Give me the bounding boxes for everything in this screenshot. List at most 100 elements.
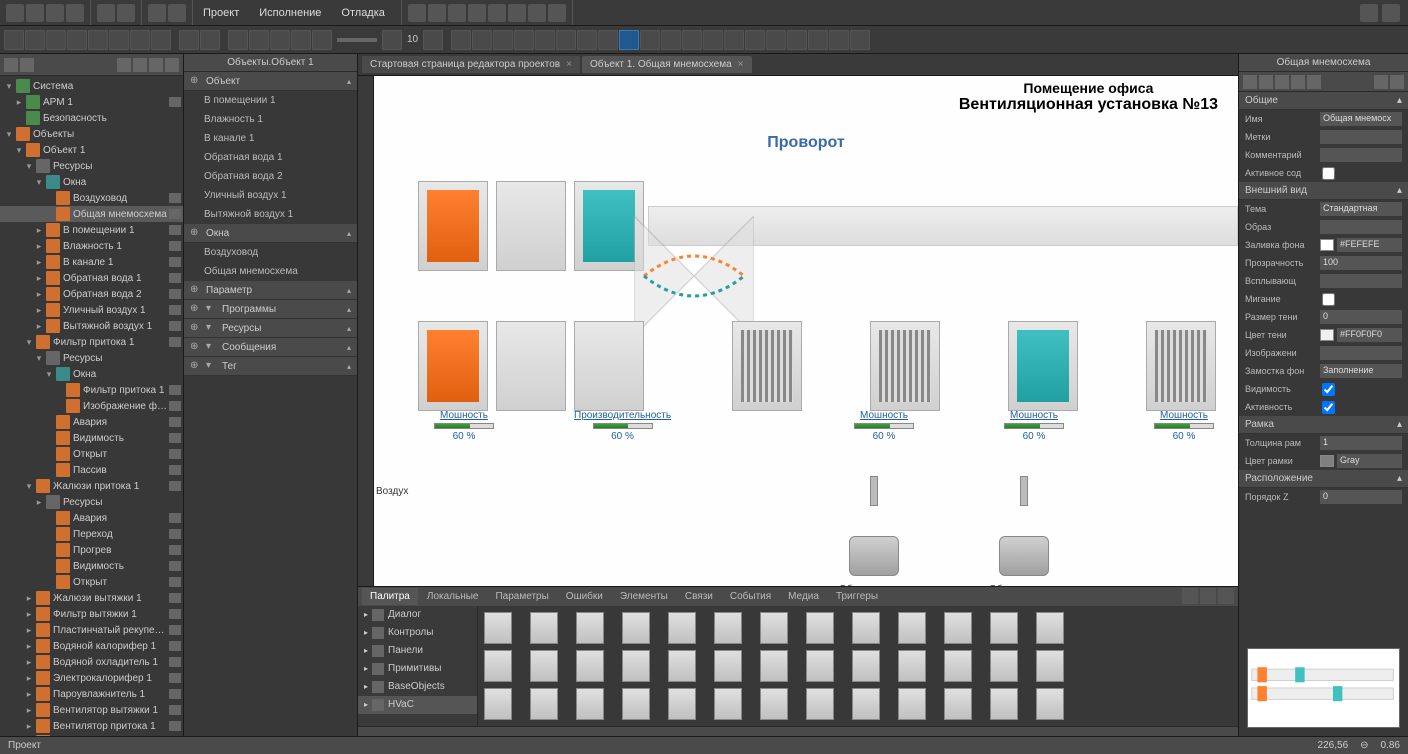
hvac-coil[interactable] (732, 321, 802, 411)
palette-item[interactable] (576, 688, 604, 720)
palette-item[interactable] (668, 688, 696, 720)
align2-icon[interactable] (428, 4, 446, 22)
palette-item[interactable] (622, 612, 650, 644)
save-icon[interactable] (46, 4, 64, 22)
palette-item[interactable] (484, 688, 512, 720)
pump-unit[interactable]: Обратная вода (984, 476, 1064, 556)
tool-grid1-icon[interactable] (228, 30, 248, 50)
property-checkbox[interactable] (1322, 293, 1335, 306)
tb-a16[interactable] (766, 30, 786, 50)
properties-section[interactable]: Внешний вид▴ (1239, 182, 1408, 200)
tool-zoom-icon[interactable] (200, 30, 220, 50)
palette-item[interactable] (484, 650, 512, 682)
project-tree[interactable]: ▾Система▸АРМ 1Безопасность▾Объекты▾Объек… (0, 76, 183, 736)
property-value[interactable]: #FF0F0F0 (1337, 328, 1402, 342)
tree-item[interactable]: Видимость (0, 430, 183, 446)
align5-icon[interactable] (488, 4, 506, 22)
tb-a10[interactable] (640, 30, 660, 50)
save-all-icon[interactable] (66, 4, 84, 22)
tree-item[interactable]: ▾Система (0, 78, 183, 94)
menu-debug[interactable]: Отладка (331, 7, 394, 19)
palette-tab[interactable]: Медиа (780, 588, 827, 605)
tree-item[interactable]: ▸Водяной охладитель 1 (0, 654, 183, 670)
tree-item[interactable]: ▾Объект 1 (0, 142, 183, 158)
tool-grid3-icon[interactable] (270, 30, 290, 50)
tree-filter-icon[interactable] (4, 58, 18, 72)
editor-tab[interactable]: Объект 1. Общая мнемосхема× (582, 56, 752, 73)
property-value[interactable] (1320, 274, 1402, 288)
tb-a19[interactable] (829, 30, 849, 50)
tool-paste-icon[interactable] (46, 30, 66, 50)
palette-category[interactable]: ▸Примитивы (358, 660, 477, 678)
tree-item[interactable]: Открыт (0, 574, 183, 590)
hvac-coil[interactable] (870, 321, 940, 411)
property-checkbox[interactable] (1322, 167, 1335, 180)
tree-item[interactable]: ▸Уличный воздух 1 (0, 302, 183, 318)
palette-tab[interactable]: Триггеры (828, 588, 886, 605)
palette-item[interactable] (576, 650, 604, 682)
tool-cut-icon[interactable] (67, 30, 87, 50)
palette-item[interactable] (806, 688, 834, 720)
hvac-fan[interactable] (496, 321, 566, 411)
tool-grid2-icon[interactable] (249, 30, 269, 50)
property-checkbox[interactable] (1322, 401, 1335, 414)
object-section[interactable]: ⊕▾Тег▴ (184, 357, 357, 376)
zoom-slider[interactable] (337, 38, 377, 42)
view-grid-icon[interactable] (1182, 588, 1198, 604)
tb-a1[interactable] (451, 30, 471, 50)
rp-tb6-icon[interactable] (1374, 75, 1388, 89)
tree-item[interactable]: ▾Объекты (0, 126, 183, 142)
tree-collapse-icon[interactable] (20, 58, 34, 72)
align8-icon[interactable] (548, 4, 566, 22)
view-list-icon[interactable] (1200, 588, 1216, 604)
tree-item[interactable]: ▸Фильтр вытяжки 1 (0, 606, 183, 622)
palette-item[interactable] (576, 612, 604, 644)
hvac-unit[interactable] (418, 181, 488, 271)
tree-item[interactable]: ▸АРМ 1 (0, 94, 183, 110)
tree-item[interactable]: Переход (0, 526, 183, 542)
palette-tab[interactable]: Палитра (362, 588, 418, 605)
property-value[interactable] (1320, 346, 1402, 360)
tree-item[interactable]: ▸Влажность 1 (0, 238, 183, 254)
tree-item[interactable]: Фильтр притока 1 (0, 382, 183, 398)
property-value[interactable]: Общая мнемосх (1320, 112, 1402, 126)
palette-item[interactable] (668, 650, 696, 682)
tree-item[interactable]: ▸Пароувлажнитель 1 (0, 686, 183, 702)
tb-a5[interactable] (535, 30, 555, 50)
tb-a6[interactable] (556, 30, 576, 50)
palette-item[interactable] (484, 612, 512, 644)
close-icon[interactable]: × (566, 59, 572, 70)
tb-a2[interactable] (472, 30, 492, 50)
color-swatch[interactable] (1320, 329, 1334, 341)
properties-section[interactable]: Общие▴ (1239, 92, 1408, 110)
palette-tab[interactable]: События (722, 588, 779, 605)
tree-opt1-icon[interactable] (117, 58, 131, 72)
menu-execute[interactable]: Исполнение (249, 7, 331, 19)
palette-item[interactable] (1036, 688, 1064, 720)
palette-item[interactable] (806, 612, 834, 644)
align4-icon[interactable] (468, 4, 486, 22)
palette-scrollbar[interactable] (358, 726, 1238, 736)
tree-item[interactable]: Видимость (0, 558, 183, 574)
tool-clone-icon[interactable] (88, 30, 108, 50)
hvac-cooler[interactable] (1008, 321, 1078, 411)
zoom-out-icon[interactable]: ⊖ (1360, 740, 1368, 751)
palette-item[interactable] (852, 612, 880, 644)
rp-tb3-icon[interactable] (1275, 75, 1289, 89)
tree-item[interactable]: ▸Электрокалорифер 1 (0, 670, 183, 686)
tree-item[interactable]: ▸В помещении 1 (0, 222, 183, 238)
tree-item[interactable]: ▸Вытяжной воздух 1 (0, 318, 183, 334)
palette-item[interactable] (990, 650, 1018, 682)
palette-item[interactable] (898, 650, 926, 682)
property-value[interactable] (1320, 220, 1402, 234)
object-section[interactable]: ⊕Объект▴ (184, 72, 357, 91)
tree-item[interactable]: ▸Обратная вода 2 (0, 286, 183, 302)
tool-zoomin-icon[interactable] (382, 30, 402, 50)
palette-item[interactable] (1036, 650, 1064, 682)
palette-item[interactable] (944, 650, 972, 682)
menu-project[interactable]: Проект (193, 7, 249, 19)
tree-item[interactable]: Изображение фильтра пр (0, 398, 183, 414)
tree-opt2-icon[interactable] (133, 58, 147, 72)
properties-section[interactable]: Рамка▴ (1239, 416, 1408, 434)
tool-zoomout-icon[interactable] (312, 30, 332, 50)
